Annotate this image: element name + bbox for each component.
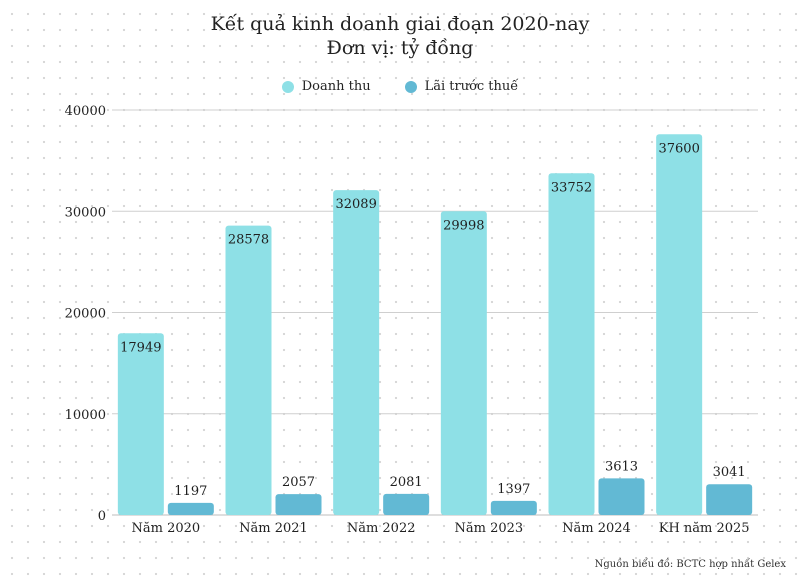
bar-lai-truoc-thue: [706, 484, 753, 515]
bar-lai-truoc-thue: [383, 493, 430, 515]
chart-subtitle: Đơn vị: tỷ đồng: [326, 37, 474, 59]
data-label-doanh-thu: 28578: [228, 233, 269, 248]
data-label-lai-truoc-thue: 1197: [174, 484, 207, 499]
bar-doanh-thu: [117, 333, 164, 515]
source-note: Nguồn biểu đồ: BCTC hợp nhất Gelex: [594, 559, 786, 570]
x-tick-label: Năm 2024: [562, 521, 631, 536]
y-tick-label: 10000: [65, 408, 106, 423]
legend-label-lai-truoc-thue: Lãi trước thuế: [424, 79, 519, 94]
x-tick-label: KH năm 2025: [659, 521, 750, 536]
data-label-lai-truoc-thue: 1397: [497, 482, 530, 497]
bar-lai-truoc-thue: [167, 502, 214, 515]
chart-title-block: Kết quả kinh doanh giai đoạn 2020-nay Đơ…: [0, 12, 800, 60]
x-tick-label: Năm 2020: [131, 521, 200, 536]
y-tick-label: 0: [98, 509, 106, 524]
data-label-lai-truoc-thue: 2081: [390, 475, 423, 490]
y-tick-label: 40000: [65, 104, 106, 119]
bar-lai-truoc-thue: [598, 478, 645, 515]
data-label-lai-truoc-thue: 3041: [713, 465, 746, 480]
chart-legend: Doanh thu Lãi trước thuế: [0, 79, 800, 94]
chart-title: Kết quả kinh doanh giai đoạn 2020-nay: [210, 13, 590, 35]
data-label-lai-truoc-thue: 3613: [605, 459, 638, 474]
data-label-lai-truoc-thue: 2057: [282, 475, 315, 490]
x-tick-label: Năm 2022: [347, 521, 416, 536]
bar-lai-truoc-thue: [490, 500, 537, 515]
legend-item-doanh-thu: Doanh thu: [281, 79, 371, 94]
x-tick-label: Năm 2023: [454, 521, 523, 536]
data-label-doanh-thu: 29998: [443, 218, 484, 233]
data-label-doanh-thu: 33752: [551, 180, 592, 195]
legend-item-lai-truoc-thue: Lãi trước thuế: [404, 79, 519, 94]
data-label-doanh-thu: 17949: [120, 340, 161, 355]
bar-doanh-thu: [548, 173, 595, 516]
bar-doanh-thu: [440, 211, 487, 515]
y-tick-label: 30000: [65, 205, 106, 220]
bar-doanh-thu: [333, 190, 380, 515]
bar-lai-truoc-thue: [275, 494, 322, 515]
legend-label-doanh-thu: Doanh thu: [301, 79, 371, 94]
y-tick-label: 20000: [65, 307, 106, 322]
bar-doanh-thu: [225, 225, 272, 515]
data-label-doanh-thu: 32089: [335, 197, 376, 212]
data-label-doanh-thu: 37600: [658, 141, 699, 156]
legend-swatch-doanh-thu: [281, 80, 294, 93]
legend-swatch-lai-truoc-thue: [404, 80, 417, 93]
bar-doanh-thu: [656, 134, 703, 516]
x-tick-label: Năm 2021: [239, 521, 308, 536]
